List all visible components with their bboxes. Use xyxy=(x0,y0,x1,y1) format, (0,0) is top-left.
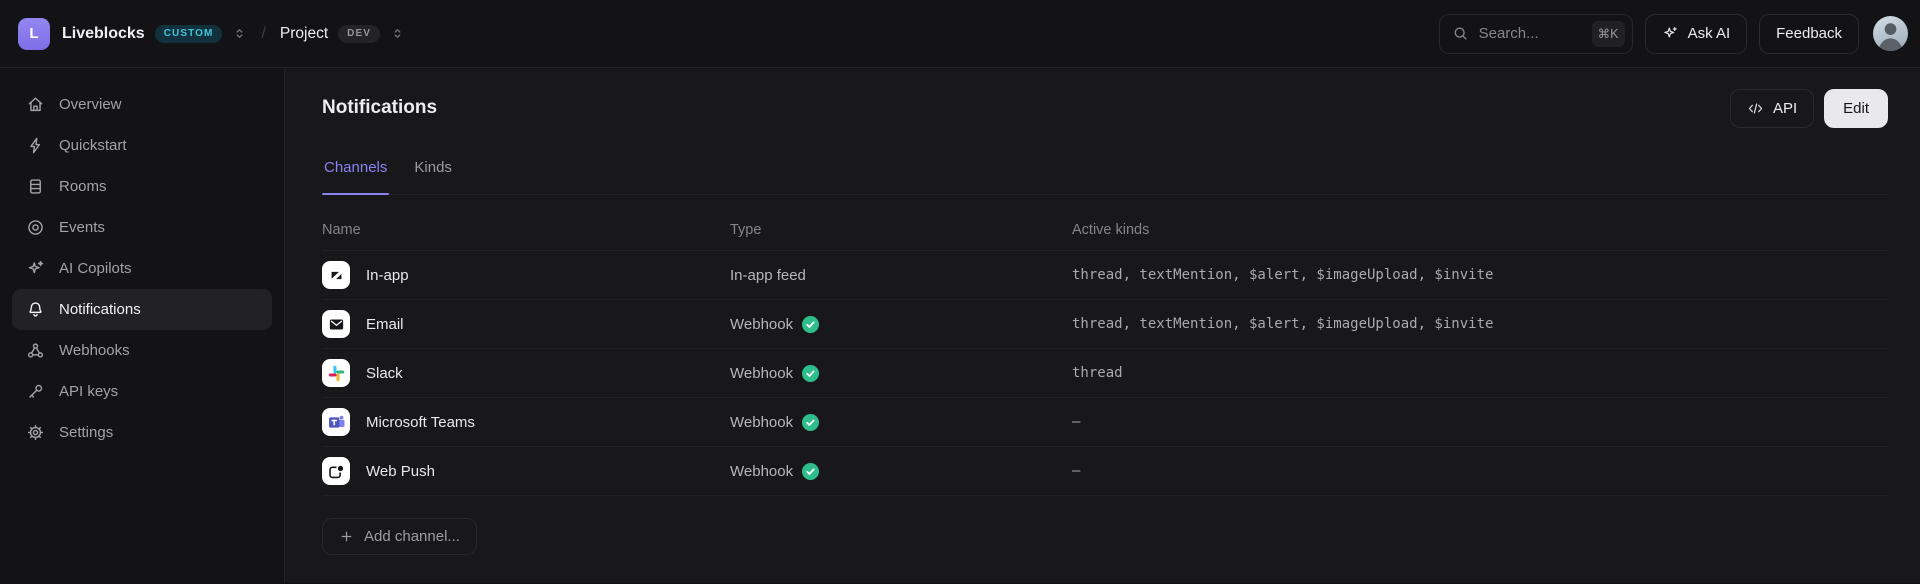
edit-button[interactable]: Edit xyxy=(1824,88,1888,128)
api-button[interactable]: API xyxy=(1729,88,1815,128)
channel-name: Web Push xyxy=(366,462,435,480)
liveblocks-logo[interactable]: L xyxy=(18,17,50,50)
microsoft-teams-icon xyxy=(322,408,350,436)
column-header-name: Name xyxy=(322,222,361,238)
sidebar-item-settings[interactable]: Settings xyxy=(12,412,272,453)
project-switcher[interactable]: Project DEV xyxy=(279,24,405,43)
events-icon xyxy=(26,218,45,237)
table-row[interactable]: Slack Webhook thread xyxy=(322,349,1888,398)
logo-letter: L xyxy=(29,25,39,42)
active-kinds: thread, textMention, $alert, $imageUploa… xyxy=(1072,316,1494,332)
tab-channels[interactable]: Channels xyxy=(322,158,390,195)
sidebar-item-ai-copilots[interactable]: AI Copilots xyxy=(12,248,272,289)
search-box[interactable]: ⌘K xyxy=(1438,13,1633,54)
channel-type: Webhook xyxy=(730,315,794,333)
sidebar-item-label: API keys xyxy=(59,383,119,400)
command-k-shortcut: ⌘K xyxy=(1591,20,1625,47)
table-row[interactable]: In-app In-app feed thread, textMention, $a… xyxy=(322,251,1888,300)
ask-ai-button[interactable]: Ask AI xyxy=(1644,13,1748,54)
bell-icon xyxy=(26,300,45,319)
channel-type: Webhook xyxy=(730,364,794,382)
sidebar-item-events[interactable]: Events xyxy=(12,207,272,248)
web-push-icon xyxy=(322,457,350,485)
channel-name: In-app xyxy=(366,266,409,284)
column-header-kinds: Active kinds xyxy=(1072,222,1150,238)
channel-type: Webhook xyxy=(730,462,794,480)
org-name: Liveblocks xyxy=(62,24,145,42)
tabs: Channels Kinds xyxy=(322,158,1888,195)
sidebar-item-label: Events xyxy=(59,219,105,236)
active-kinds: – xyxy=(1072,414,1081,430)
sidebar-item-label: Quickstart xyxy=(59,137,127,154)
verified-check-icon xyxy=(802,462,820,480)
org-plan-badge: CUSTOM xyxy=(154,24,223,43)
active-kinds: thread, textMention, $alert, $imageUploa… xyxy=(1072,267,1494,283)
user-avatar[interactable] xyxy=(1873,16,1908,51)
table-row[interactable]: Email Webhook thread, textMention, $alert,… xyxy=(322,300,1888,349)
topbar: L Liveblocks CUSTOM / Project DEV ⌘K xyxy=(0,0,1920,68)
channel-type: In-app feed xyxy=(730,266,806,284)
sidebar-item-overview[interactable]: Overview xyxy=(12,84,272,125)
project-name: Project xyxy=(279,24,329,42)
rooms-icon xyxy=(26,177,45,196)
webhook-icon xyxy=(26,341,45,360)
api-button-label: API xyxy=(1772,99,1798,117)
table-header: Name Type Active kinds xyxy=(322,222,1888,251)
tab-kinds[interactable]: Kinds xyxy=(412,158,454,194)
verified-check-icon xyxy=(802,315,820,333)
sidebar-item-label: Overview xyxy=(59,96,122,113)
verified-check-icon xyxy=(802,364,820,382)
feedback-button[interactable]: Feedback xyxy=(1759,13,1859,54)
channel-name: Email xyxy=(366,315,404,333)
table-row[interactable]: Web Push Webhook – xyxy=(322,447,1888,496)
org-switcher[interactable]: Liveblocks CUSTOM xyxy=(62,24,247,43)
active-kinds: thread xyxy=(1072,365,1123,381)
sidebar-item-label: Notifications xyxy=(59,301,141,318)
active-kinds: – xyxy=(1072,463,1081,479)
ask-ai-label: Ask AI xyxy=(1687,25,1731,42)
sidebar-item-api-keys[interactable]: API keys xyxy=(12,371,272,412)
liveblocks-inbox-icon xyxy=(322,261,350,289)
slack-icon xyxy=(322,359,350,387)
bolt-icon xyxy=(26,136,45,155)
sidebar-item-rooms[interactable]: Rooms xyxy=(12,166,272,207)
breadcrumb-separator: / xyxy=(261,24,266,42)
code-icon xyxy=(1747,100,1764,117)
sidebar: Overview Quickstart Rooms Events AI Copilots… xyxy=(0,68,285,583)
sidebar-item-label: Rooms xyxy=(59,178,107,195)
main-content: Notifications API Edit Channels Kinds Nam… xyxy=(285,68,1920,583)
feedback-label: Feedback xyxy=(1776,25,1842,42)
channel-name: Slack xyxy=(366,364,403,382)
sparkle-icon xyxy=(1662,25,1679,42)
table-row[interactable]: Microsoft Teams Webhook – xyxy=(322,398,1888,447)
page-title: Notifications xyxy=(322,97,438,118)
sparkles-icon xyxy=(26,259,45,278)
chevron-updown-icon[interactable] xyxy=(232,26,247,41)
plus-icon xyxy=(339,529,354,544)
sidebar-item-label: AI Copilots xyxy=(59,260,132,277)
sidebar-item-quickstart[interactable]: Quickstart xyxy=(12,125,272,166)
breadcrumb: L Liveblocks CUSTOM / Project DEV xyxy=(18,17,405,50)
add-channel-button[interactable]: Add channel... xyxy=(322,518,477,555)
search-icon xyxy=(1452,25,1469,42)
channel-type: Webhook xyxy=(730,413,794,431)
search-input[interactable] xyxy=(1478,25,1582,42)
gear-icon xyxy=(26,423,45,442)
column-header-type: Type xyxy=(730,222,762,238)
add-channel-label: Add channel... xyxy=(364,528,460,545)
chevron-updown-icon[interactable] xyxy=(390,26,405,41)
key-icon xyxy=(26,382,45,401)
project-env-badge: DEV xyxy=(338,24,381,43)
sidebar-item-label: Webhooks xyxy=(59,342,130,359)
verified-check-icon xyxy=(802,413,820,431)
channels-table: In-app In-app feed thread, textMention, $a… xyxy=(322,251,1888,496)
sidebar-item-webhooks[interactable]: Webhooks xyxy=(12,330,272,371)
channel-name: Microsoft Teams xyxy=(366,413,475,431)
email-icon xyxy=(322,310,350,338)
sidebar-item-notifications[interactable]: Notifications xyxy=(12,289,272,330)
home-icon xyxy=(26,95,45,114)
topbar-actions: ⌘K Ask AI Feedback xyxy=(1438,13,1908,54)
sidebar-item-label: Settings xyxy=(59,424,114,441)
